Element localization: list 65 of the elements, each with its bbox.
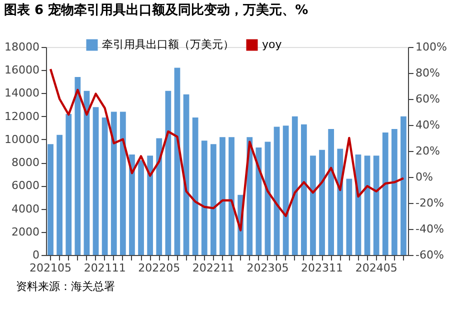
- y-tick-label: 4000: [12, 202, 40, 216]
- y2-tick-label: 60%: [416, 92, 440, 106]
- line-series: [49, 68, 405, 232]
- y2-tick-label: 0%: [416, 170, 433, 184]
- legend-label: 牵引用具出口额（万美元）: [102, 38, 234, 51]
- y-tick-label: 6000: [12, 179, 40, 192]
- x-tick-label: 202205: [138, 262, 180, 274]
- bar: [192, 117, 198, 255]
- y-tick-label: 16000: [4, 64, 40, 77]
- x-tick-label: 202305: [246, 262, 289, 274]
- bar: [274, 126, 280, 255]
- bar: [364, 156, 370, 255]
- bar: [156, 138, 162, 255]
- bar: [373, 156, 380, 255]
- bar: [201, 140, 208, 255]
- bar: [400, 116, 406, 255]
- bar: [310, 156, 316, 255]
- bar: [328, 129, 334, 255]
- y2-tick-label: 80%: [416, 66, 440, 80]
- bar: [300, 124, 307, 255]
- y2-tick-label: -60%: [416, 248, 444, 262]
- bar: [165, 90, 172, 255]
- bar: [102, 117, 108, 255]
- x-tick-label: 202311: [301, 262, 344, 274]
- bar: [56, 134, 63, 255]
- bar: [337, 148, 344, 255]
- y2-tick-label: 40%: [416, 118, 440, 132]
- bar: [74, 77, 81, 255]
- y-tick-label: 2000: [12, 225, 40, 238]
- x-tick-label: 202211: [192, 262, 234, 274]
- x-tick-label: 202405: [355, 262, 398, 274]
- x-tick-label: 202105: [30, 262, 72, 274]
- y-tick-label: 12000: [4, 110, 40, 123]
- y2-tick-label: 20%: [416, 144, 440, 158]
- legend-label: yoy: [262, 38, 282, 51]
- chart-title: 图表 6 宠物牵引用具出口额及同比变动，万美元、%: [4, 2, 308, 18]
- text: 资料来源：海关总署: [16, 280, 115, 293]
- bar: [391, 129, 398, 255]
- y2-tick-label: -40%: [416, 222, 444, 236]
- bar: [256, 148, 262, 255]
- y-tick-label: 10000: [4, 132, 40, 146]
- bar: [346, 178, 352, 255]
- bar: [129, 154, 135, 255]
- x-tick-label: 202111: [84, 262, 126, 274]
- bar: [319, 150, 325, 255]
- y2-tick-label: -20%: [416, 196, 444, 210]
- bar: [66, 114, 72, 255]
- bar: [110, 112, 117, 255]
- bar: [292, 116, 298, 255]
- y-tick-label: 14000: [4, 86, 40, 100]
- y2-tick-label: 100%: [416, 40, 447, 54]
- bar: [210, 144, 216, 255]
- bar: [220, 137, 226, 255]
- bar: [382, 132, 388, 255]
- y-tick-label: 18000: [4, 40, 40, 54]
- y-tick-label: 0: [32, 248, 40, 262]
- bar: [228, 137, 234, 255]
- bar: [120, 112, 126, 255]
- y-tick-label: 8000: [12, 156, 40, 170]
- bar: [138, 160, 144, 255]
- bar: [147, 156, 154, 255]
- bar: [48, 144, 54, 255]
- bar: [92, 107, 99, 255]
- bar: [84, 90, 90, 255]
- bar: [282, 126, 289, 255]
